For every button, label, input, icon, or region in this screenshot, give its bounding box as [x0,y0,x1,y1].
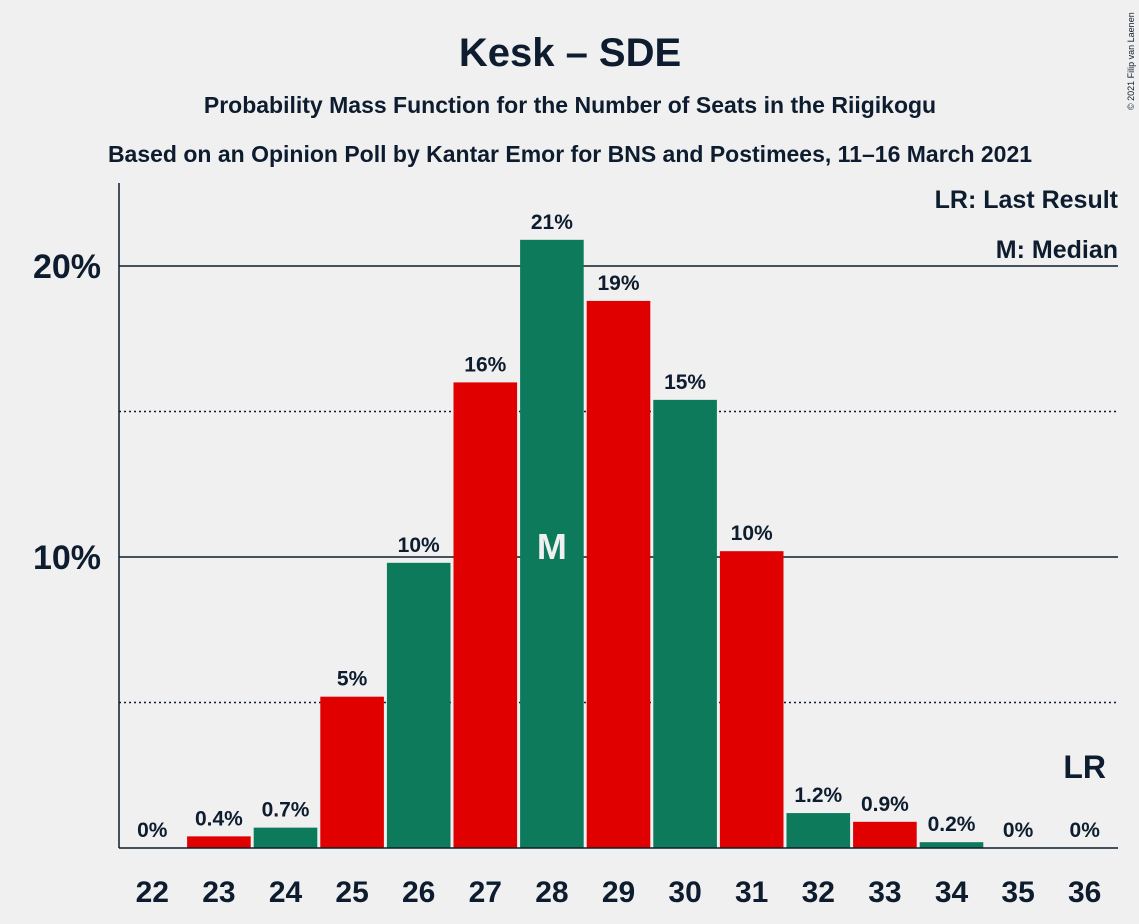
data-labels: 0% 0.4% 0.7% 5% 10% 16% 21% M 19% 15% 10% 1.2% 0.9% 0… [137,211,1106,842]
median-marker: M [537,526,567,567]
legend-last-result: LR: Last Result [935,186,1119,214]
x-tick-label: 27 [469,876,502,909]
x-tick-label: 28 [535,876,568,909]
data-label-seats-27: 16% [464,353,506,376]
bar-seats-24 [253,827,318,848]
x-tick-label: 24 [269,876,303,909]
data-label-seats-34: 0.2% [928,813,976,836]
data-label-seats-29: 19% [597,272,639,295]
x-tick-label: 22 [136,876,169,909]
chart-subtitle-source: Based on an Opinion Poll by Kantar Emor … [108,141,1032,167]
x-tick-label: 29 [602,876,635,909]
x-tick-label: 33 [868,876,901,909]
bar-seats-23 [187,836,251,848]
chart-title: Kesk – SDE [459,31,681,75]
data-label-seats-31: 10% [731,522,773,545]
data-label-seats-24: 0.7% [262,799,310,822]
data-label-seats-36: 0% [1070,819,1101,842]
x-tick-label: 35 [1001,876,1034,909]
bar-seats-34 [919,842,984,848]
data-label-seats-33: 0.9% [861,793,909,816]
bar-seats-25 [320,696,384,848]
chart-subtitle: Probability Mass Function for the Number… [204,92,936,118]
bars [187,239,984,848]
bar-seats-27 [453,382,518,848]
data-label-seats-26: 10% [398,534,440,557]
x-tick-label: 23 [202,876,235,909]
x-tick-label: 26 [402,876,435,909]
bar-seats-31 [719,551,784,848]
bar-seats-29 [586,300,651,848]
data-label-seats-25: 5% [337,668,368,691]
y-tick-label: 10% [33,539,101,577]
last-result-marker: LR [1063,749,1106,785]
bar-seats-28 [520,239,584,848]
x-tick-label: 34 [935,876,969,909]
bar-seats-32 [786,813,851,848]
bar-seats-30 [653,399,717,848]
data-label-seats-28: 21% [531,211,573,234]
x-axis-ticks: 22 23 24 25 26 27 28 29 30 31 32 33 34 35 36 [136,876,1102,909]
data-label-seats-32: 1.2% [794,784,842,807]
legend-median: M: Median [996,236,1118,264]
data-label-seats-22: 0% [137,819,168,842]
x-tick-label: 32 [802,876,835,909]
x-tick-label: 30 [668,876,701,909]
data-label-seats-23: 0.4% [195,807,243,830]
data-label-seats-30: 15% [664,371,706,394]
bar-seats-26 [386,562,451,848]
y-axis-ticks: 10% 20% [33,248,101,577]
bar-seats-33 [853,821,917,848]
y-tick-label: 20% [33,248,101,286]
copyright-note: © 2021 Filip van Laenen [1126,12,1136,110]
data-label-seats-35: 0% [1003,819,1034,842]
x-tick-label: 25 [335,876,368,909]
x-tick-label: 31 [735,876,768,909]
x-tick-label: 36 [1068,876,1101,909]
